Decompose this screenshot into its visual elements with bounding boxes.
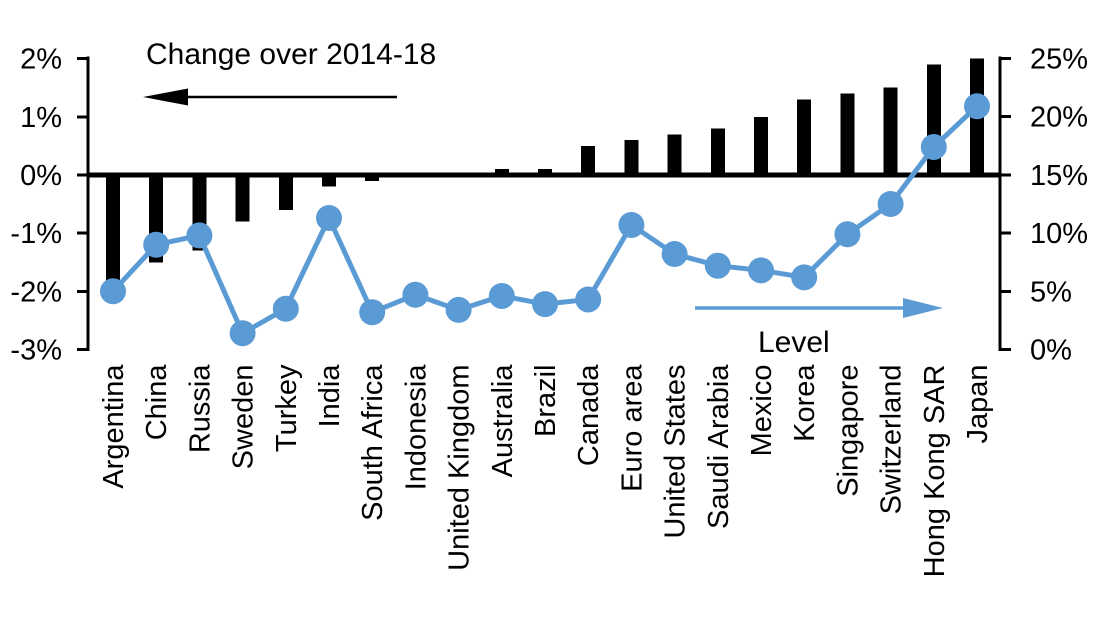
x-axis-label-singapore: Singapore: [832, 365, 864, 497]
x-axis-label-australia: Australia: [487, 364, 519, 478]
right-axis-tick-label: 0%: [1030, 335, 1072, 367]
x-axis-label-canada: Canada: [573, 364, 605, 466]
level-point-india: [316, 204, 342, 231]
left-axis-tick-label: -2%: [10, 276, 62, 308]
level-series-title: Level: [758, 326, 830, 359]
level-point-china: [143, 231, 170, 258]
bar-singapore: [840, 93, 855, 175]
bar-canada: [581, 145, 596, 175]
x-axis-label-saudi-arabia: Saudi Arabia: [703, 364, 735, 529]
level-arrow-head: [903, 298, 943, 318]
level-point-turkey: [272, 295, 299, 322]
bar-saudi-arabia: [710, 128, 725, 175]
level-point-south-africa: [359, 299, 386, 326]
level-point-russia: [186, 222, 213, 249]
left-axis-tick-label: 1%: [20, 102, 62, 134]
bar-united-states: [667, 134, 682, 175]
left-axis-tick-label: -3%: [10, 335, 62, 367]
level-point-switzerland: [877, 191, 904, 217]
right-axis-tick-label: 15%: [1030, 160, 1088, 192]
level-point-canada: [575, 286, 602, 313]
level-point-indonesia: [402, 281, 429, 308]
x-axis-label-united-states: United States: [660, 365, 692, 539]
bar-euro-area: [624, 140, 639, 175]
level-point-argentina: [100, 278, 126, 305]
x-axis-label-argentina: Argentina: [98, 364, 130, 489]
level-point-united-states: [661, 241, 688, 268]
x-axis-label-turkey: Turkey: [271, 364, 303, 452]
x-axis-label-china: China: [141, 364, 173, 441]
left-axis-tick-label: 0%: [20, 160, 62, 192]
level-point-hong-kong-sar: [920, 133, 947, 160]
bar-switzerland: [883, 87, 898, 175]
bar-korea: [797, 99, 812, 175]
x-axis-label-japan: Japan: [962, 365, 994, 444]
x-axis-label-india: India: [314, 364, 346, 428]
x-axis-label-brazil: Brazil: [530, 365, 562, 438]
level-point-japan: [964, 93, 990, 120]
x-axis-label-switzerland: Switzerland: [876, 365, 908, 515]
level-point-singapore: [834, 221, 861, 248]
x-axis-label-united-kingdom: United Kingdom: [444, 364, 476, 570]
level-point-korea: [791, 264, 818, 291]
level-point-mexico: [748, 257, 774, 284]
x-axis-label-korea: Korea: [789, 364, 821, 442]
right-axis-tick-label: 5%: [1030, 276, 1072, 308]
bar-south-africa: [365, 175, 380, 181]
bar-australia: [494, 169, 509, 175]
change-series-title: Change over 2014-18: [146, 38, 437, 71]
level-point-euro-area: [618, 211, 645, 238]
left-axis-tick-label: 2%: [20, 44, 62, 76]
x-axis-label-russia: Russia: [184, 364, 216, 454]
level-point-australia: [488, 282, 515, 309]
x-axis-label-hong-kong-sar: Hong Kong SAR: [919, 365, 951, 578]
x-axis-label-mexico: Mexico: [746, 365, 778, 457]
level-point-sweden: [229, 320, 256, 347]
level-point-united-kingdom: [445, 296, 472, 323]
left-axis-tick-label: -1%: [10, 218, 62, 250]
right-axis-tick-label: 20%: [1030, 102, 1088, 134]
x-axis-label-euro-area: Euro area: [616, 364, 648, 492]
right-axis-tick-label: 25%: [1030, 44, 1088, 76]
bar-turkey: [278, 175, 293, 210]
bar-india: [322, 175, 336, 187]
bar-brazil: [538, 169, 552, 175]
bar-argentina: [106, 175, 120, 286]
x-axis-label-sweden: Sweden: [228, 365, 260, 470]
right-axis-tick-label: 10%: [1030, 218, 1088, 250]
x-axis-label-south-africa: South Africa: [357, 364, 389, 521]
level-point-brazil: [532, 291, 558, 318]
bar-sweden: [235, 175, 250, 222]
level-point-saudi-arabia: [704, 252, 731, 279]
change-arrow-head: [143, 88, 188, 106]
bar-mexico: [754, 116, 768, 175]
x-axis-label-indonesia: Indonesia: [400, 364, 432, 491]
